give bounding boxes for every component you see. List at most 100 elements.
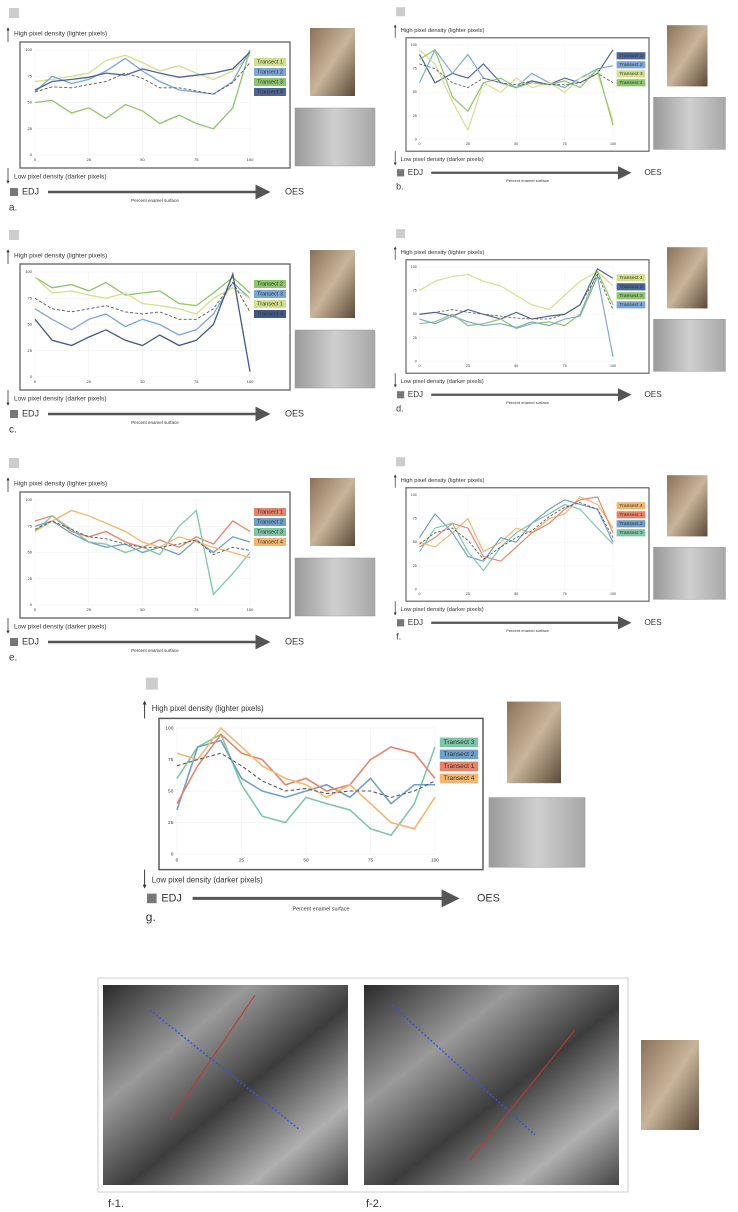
legend-label: Transect 1 <box>257 509 283 515</box>
end-label: OES <box>645 390 663 399</box>
y-tick-label: 100 <box>411 43 417 47</box>
start-label: EDJ <box>22 636 39 646</box>
y-tick-label: 25 <box>28 126 33 131</box>
y-tick-label: 75 <box>28 523 33 528</box>
x-tick-label: 100 <box>610 592 616 596</box>
top-label: High pixel density (lighter pixels) <box>14 31 107 38</box>
x-tick-label: 0 <box>419 142 421 146</box>
animal-photo <box>310 250 355 318</box>
x-tick-label: 25 <box>87 379 92 384</box>
legend-label: Transect 1 <box>619 512 642 518</box>
y-tick-label: 75 <box>168 757 174 763</box>
y-tick-label: 0 <box>415 359 417 363</box>
x-axis-label: Percent enamel surface <box>506 400 549 405</box>
x-tick-label: 25 <box>239 857 245 863</box>
end-label: OES <box>645 168 663 177</box>
start-label: EDJ <box>22 186 39 196</box>
x-tick-label: 25 <box>87 157 92 162</box>
x-tick-label: 100 <box>247 607 254 612</box>
edj-square <box>397 169 404 176</box>
legend-label: Transect 3 <box>619 530 642 536</box>
ct-image <box>103 985 348 1185</box>
panel-icon <box>396 7 405 16</box>
animal-photo <box>310 478 355 546</box>
legend-label: Transect 1 <box>444 763 475 770</box>
y-tick-label: 100 <box>411 265 417 269</box>
y-tick-label: 25 <box>413 114 417 118</box>
end-label: OES <box>285 636 304 646</box>
legend-label: Transect 4 <box>257 539 283 545</box>
legend-label: Transect 3 <box>619 293 642 299</box>
x-tick-label: 25 <box>466 364 470 368</box>
x-tick-label: 25 <box>466 592 470 596</box>
y-tick-label: 50 <box>28 550 33 555</box>
y-tick-label: 25 <box>28 576 33 581</box>
legend-label: Transect 3 <box>257 529 283 535</box>
x-tick-label: 50 <box>140 379 145 384</box>
top-label: High pixel density (lighter pixels) <box>14 481 107 488</box>
panel-icon <box>146 678 158 690</box>
animal-photo <box>667 247 708 308</box>
transect-thumbnail <box>654 547 726 599</box>
zoom-section: f-1. f-2. <box>98 978 699 1210</box>
legend-label: Transect 4 <box>619 80 642 86</box>
top-label: High pixel density (lighter pixels) <box>14 253 107 260</box>
legend-label: Transect 1 <box>619 53 642 59</box>
x-tick-label: 50 <box>303 857 309 863</box>
transect-thumbnail <box>295 330 375 388</box>
transect-thumbnail <box>295 108 375 166</box>
y-tick-label: 50 <box>28 322 33 327</box>
x-tick-label: 25 <box>87 607 92 612</box>
y-tick-label: 50 <box>168 788 174 794</box>
top-label: High pixel density (lighter pixels) <box>401 250 485 256</box>
legend-label: Transect 1 <box>257 301 283 307</box>
panel: High pixel density (lighter pixels)02550… <box>395 457 725 641</box>
bottom-label: Low pixel density (darker pixels) <box>14 174 106 181</box>
transect-thumbnail <box>295 558 375 616</box>
chart-frame <box>20 42 290 168</box>
y-tick-label: 50 <box>413 90 417 94</box>
y-tick-label: 50 <box>413 540 417 544</box>
animal-photo <box>310 28 355 96</box>
panel: High pixel density (lighter pixels)02550… <box>395 7 725 191</box>
panel-label: c. <box>9 425 17 436</box>
legend-label: Transect 2 <box>619 62 642 68</box>
x-tick-label: 100 <box>247 157 254 162</box>
legend-label: Transect 4 <box>619 503 642 509</box>
legend-label: Transect 3 <box>257 291 283 297</box>
panel-icon <box>9 8 19 18</box>
legend-label: Transect 2 <box>619 284 642 290</box>
x-tick-label: 75 <box>563 142 567 146</box>
panel-icon <box>396 229 405 238</box>
x-tick-label: 25 <box>466 142 470 146</box>
legend-label: Transect 4 <box>619 302 642 308</box>
y-tick-label: 25 <box>28 348 33 353</box>
panel-label: b. <box>396 182 404 192</box>
x-axis-label: Percent enamel surface <box>293 907 350 913</box>
legend-label: Transect 4 <box>444 775 475 782</box>
edj-square <box>10 638 18 646</box>
y-tick-label: 75 <box>413 67 417 71</box>
x-tick-label: 75 <box>194 379 199 384</box>
x-axis-label: Percent enamel surface <box>131 648 179 653</box>
start-label: EDJ <box>22 408 39 418</box>
x-tick-label: 100 <box>431 857 439 863</box>
panel-label: a. <box>9 203 17 214</box>
y-tick-label: 0 <box>415 137 417 141</box>
y-tick-label: 25 <box>168 820 174 826</box>
ct-image <box>364 985 619 1185</box>
chart-frame <box>20 492 290 618</box>
edj-square <box>397 391 404 398</box>
panel-icon <box>9 458 19 468</box>
edj-square <box>147 894 157 904</box>
panel: High pixel density (lighter pixels)02550… <box>395 229 725 413</box>
x-tick-label: 50 <box>140 157 145 162</box>
edj-square <box>10 188 18 196</box>
legend-label: Transect 1 <box>619 275 642 281</box>
x-tick-label: 100 <box>247 379 254 384</box>
panel-icon <box>396 457 405 466</box>
y-tick-label: 75 <box>28 295 33 300</box>
animal-photo <box>507 702 561 784</box>
x-tick-label: 0 <box>419 364 421 368</box>
y-tick-label: 0 <box>415 587 417 591</box>
